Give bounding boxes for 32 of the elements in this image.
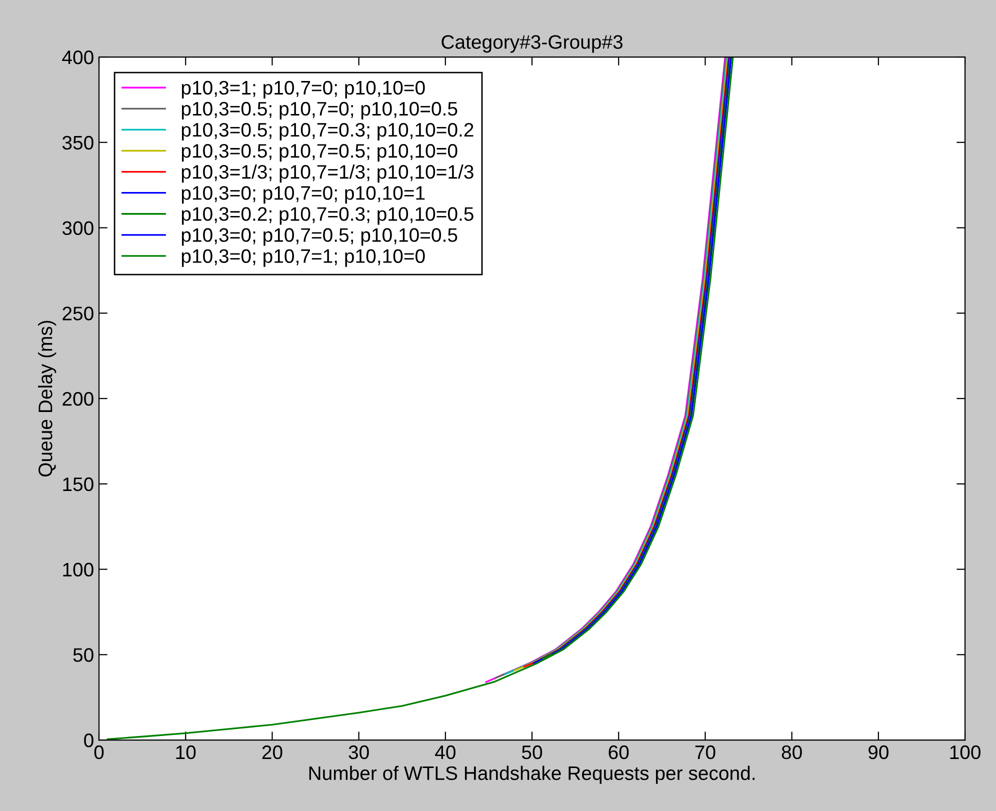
legend-label: p10,3=0.2; p10,7=0.3; p10,10=0.5 bbox=[182, 207, 474, 225]
y-tick-label: 0 bbox=[84, 734, 94, 748]
x-tick-label: 50 bbox=[522, 745, 542, 760]
y-tick-label: 50 bbox=[73, 648, 94, 662]
y-tick-label: 100 bbox=[63, 562, 94, 577]
legend-label: p10,3=0; p10,7=0.5; p10,10=0.5 bbox=[182, 228, 458, 246]
y-tick-label: 350 bbox=[62, 136, 94, 150]
x-tick-label: 20 bbox=[262, 745, 282, 760]
legend-label: p10,3=1/3; p10,7=1/3; p10,10=1/3 bbox=[182, 164, 474, 183]
y-tick-label: 300 bbox=[62, 221, 94, 236]
x-axis-title: Number of WTLS Handshake Requests per second. bbox=[309, 766, 755, 784]
legend-label: p10,3=0.5; p10,7=0.5; p10,10=0 bbox=[182, 144, 458, 162]
x-tick-label: 70 bbox=[695, 745, 716, 760]
y-tick-label: 200 bbox=[62, 392, 94, 406]
x-tick-label: 90 bbox=[868, 745, 888, 760]
legend-label: p10,3=0; p10,7=1; p10,10=0 bbox=[182, 249, 425, 267]
x-tick-label: 30 bbox=[348, 745, 369, 760]
x-tick-label: 100 bbox=[950, 745, 980, 760]
legend-label: p10,3=0.5; p10,7=0.3; p10,10=0.2 bbox=[182, 122, 474, 141]
x-tick-label: 60 bbox=[608, 745, 629, 760]
x-tick-label: 80 bbox=[782, 745, 802, 760]
x-tick-label: 10 bbox=[176, 745, 196, 760]
y-tick-label: 250 bbox=[62, 306, 94, 320]
legend-label: p10,3=0; p10,7=0; p10,10=1 bbox=[182, 186, 425, 204]
y-tick-label: 150 bbox=[63, 477, 94, 492]
x-tick-label: 0 bbox=[94, 745, 104, 760]
y-axis-title: Queue Delay (ms) bbox=[38, 320, 56, 476]
legend-label: p10,3=1; p10,7=0; p10,10=0 bbox=[182, 80, 425, 98]
chart-title: Category#3-Group#3 bbox=[442, 35, 622, 53]
legend-label: p10,3=0.5; p10,7=0; p10,10=0.5 bbox=[182, 102, 458, 120]
y-tick-label: 400 bbox=[62, 50, 94, 64]
x-tick-label: 40 bbox=[435, 745, 456, 760]
